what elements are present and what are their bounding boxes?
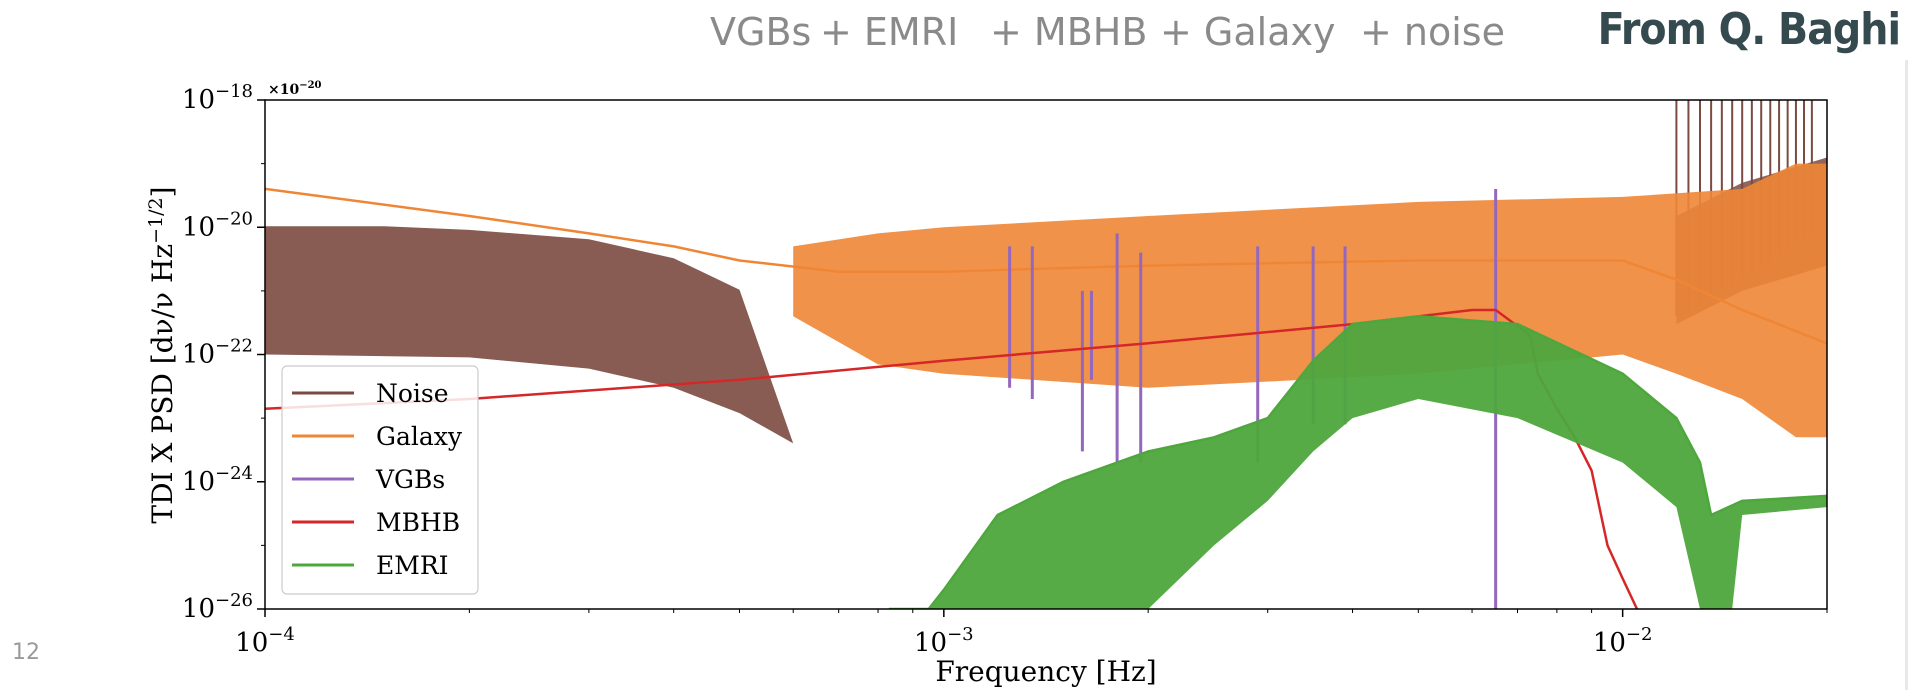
legend-label-mbhb: MBHB [376, 508, 460, 537]
y-tick-label: 10−24 [182, 463, 253, 497]
offset-text-base: ×10 [268, 82, 299, 98]
galaxy-band [793, 163, 1827, 438]
offset-text-exp: −20 [299, 80, 321, 91]
y-tick-label: 10−18 [182, 81, 253, 115]
credit-text: From Q. Baghi [1597, 4, 1901, 55]
legend-label-galaxy: Galaxy [376, 422, 463, 451]
title-part: + Galaxy [1160, 10, 1336, 54]
series-layer [265, 100, 1827, 609]
title-part: + EMRI [820, 10, 959, 54]
legend-label-emri: EMRI [376, 551, 449, 580]
slide-title: VGBs + EMRI + MBHB + Galaxy + noise [600, 10, 1860, 70]
y-axis-label-sup: −1/2 [145, 197, 167, 244]
legend: Noise Galaxy VGBs MBHB EMRI [281, 365, 479, 595]
galaxy-line [265, 187, 1827, 345]
title-part: VGBs [710, 10, 812, 54]
title-part: + MBHB [990, 10, 1148, 54]
emri-band [888, 316, 1827, 609]
offset-text: ×10−20 [268, 80, 322, 98]
legend-box [281, 365, 479, 595]
emri-line [888, 314, 1827, 609]
y-tick-label: 10−26 [182, 590, 253, 624]
noise-band [265, 226, 794, 444]
x-tick-label: 10−2 [1593, 624, 1653, 658]
y-axis-label-main: TDI X PSD [dν/ν Hz [146, 244, 179, 524]
x-tick-label: 10−3 [914, 624, 974, 658]
legend-label-vgbs: VGBs [375, 465, 445, 494]
y-tick-label: 10−20 [182, 208, 253, 242]
y-axis-label-end: ] [146, 186, 179, 197]
legend-label-noise: Noise [376, 379, 449, 408]
page-number: 12 [12, 640, 40, 665]
title-part: + noise [1360, 10, 1505, 54]
x-axis-label: Frequency [Hz] [935, 655, 1156, 688]
slide-edge-divider [1905, 60, 1908, 690]
y-tick-label: 10−22 [182, 336, 253, 370]
x-tick-label: 10−4 [235, 624, 295, 658]
axis-ticks: 10−4 10−3 10−2 10−18 10−20 10−22 10−24 10−26 [182, 81, 1828, 658]
y-axis-label: TDI X PSD [dν/ν Hz−1/2] [145, 186, 179, 523]
